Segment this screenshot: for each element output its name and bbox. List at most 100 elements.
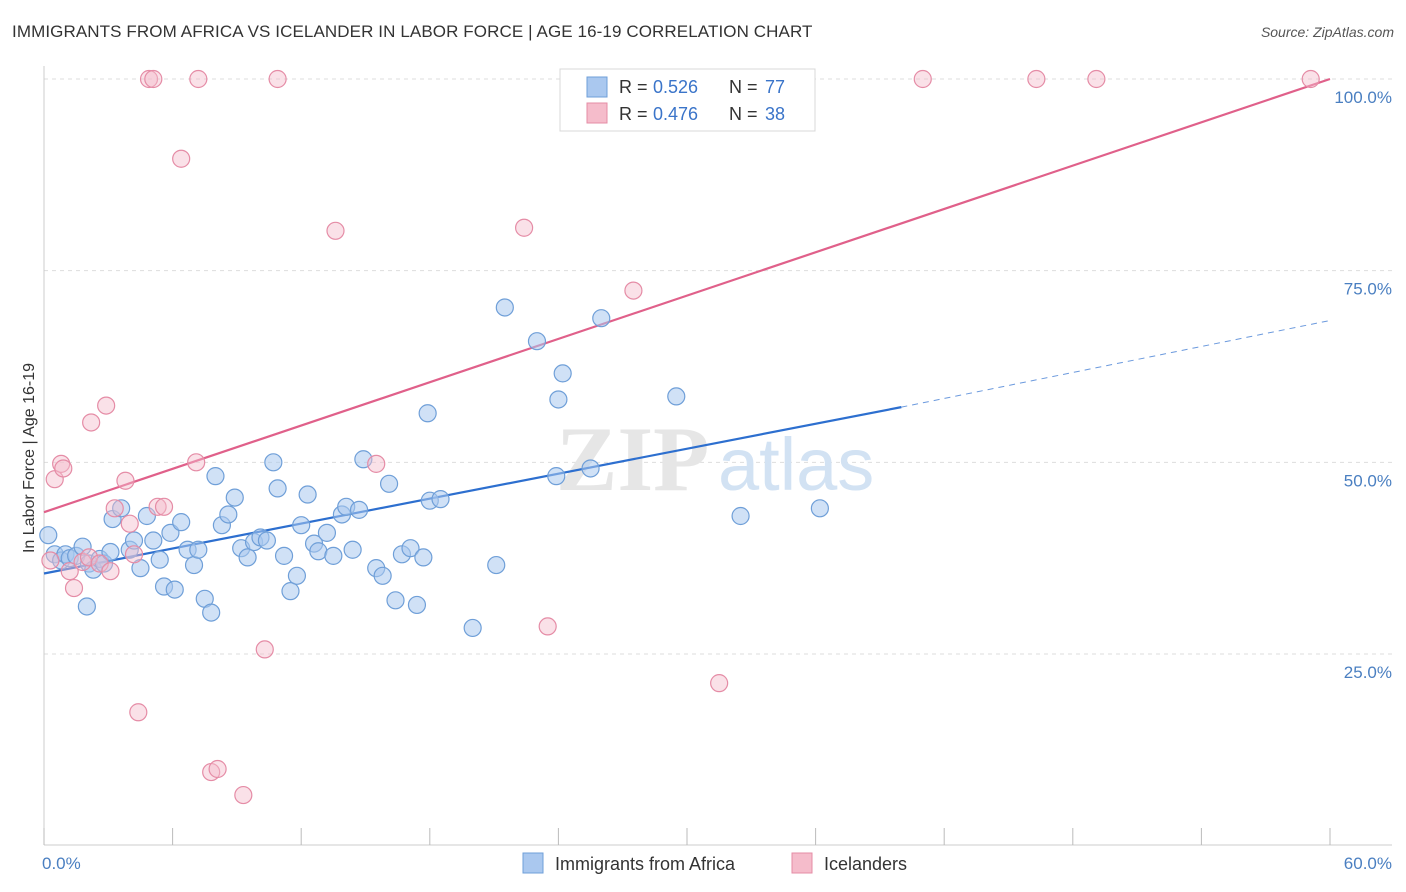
blue-point-53 <box>349 500 369 519</box>
blue-point-68 <box>495 298 514 317</box>
pink-point-3 <box>54 459 73 478</box>
blue-point-35 <box>238 548 257 567</box>
pink-point-28 <box>268 69 287 89</box>
watermark: ZIP atlas <box>556 408 874 510</box>
pink-point-14 <box>120 514 139 533</box>
blue-point-60 <box>401 539 420 558</box>
pink-point-23 <box>189 69 208 89</box>
blue-point-27 <box>189 540 208 559</box>
pink-point-26 <box>234 785 253 805</box>
legend-box: R = 0.526 N = 77 R = 0.476 N = 38 <box>559 68 816 132</box>
blue-point-67 <box>487 555 506 575</box>
watermark-atlas: atlas <box>718 423 874 506</box>
pink-point-5 <box>64 578 84 598</box>
blue-point-7 <box>77 597 96 616</box>
blue-point-40 <box>268 479 287 498</box>
blue-point-14 <box>112 499 131 518</box>
pink-point-8 <box>82 413 101 432</box>
pink-point-7 <box>79 548 99 567</box>
pink-point-34 <box>710 674 729 693</box>
blue-point-77 <box>810 499 829 518</box>
blue-point-26 <box>184 555 204 575</box>
blue-point-41 <box>274 546 294 565</box>
data-points <box>39 69 1320 805</box>
blue-point-29 <box>202 603 221 622</box>
pink-point-16 <box>129 703 148 722</box>
blue-point-42 <box>281 582 300 601</box>
blue-point-23 <box>165 580 184 599</box>
pink-point-38 <box>1301 69 1320 89</box>
blue-point-39 <box>264 453 283 472</box>
pink-point-21 <box>172 149 191 168</box>
grid-lines <box>44 78 1392 655</box>
y-tick-label-0: 100.0% <box>1334 88 1392 107</box>
blue-point-45 <box>298 485 317 504</box>
pink-point-36 <box>1027 69 1046 89</box>
blue-point-12 <box>101 542 120 562</box>
blue-point-56 <box>373 566 392 585</box>
bottom-legend-label-2: Icelanders <box>824 854 907 874</box>
blue-point-63 <box>418 404 437 423</box>
trend-line-blue-extension <box>901 320 1331 408</box>
pink-point-33 <box>624 281 643 300</box>
blue-point-47 <box>309 542 328 561</box>
blue-point-62 <box>414 548 433 567</box>
pink-point-12 <box>105 499 124 518</box>
blue-point-73 <box>581 459 600 478</box>
legend-swatch-pink <box>586 102 608 124</box>
blue-point-61 <box>407 595 427 615</box>
pink-point-22 <box>187 453 206 472</box>
legend-n-label-2: N = <box>729 104 758 124</box>
bottom-legend-swatch-pink <box>791 852 813 874</box>
pink-point-25 <box>208 759 227 779</box>
blue-point-19 <box>144 531 163 550</box>
bottom-legend-label-1: Immigrants from Africa <box>555 854 736 874</box>
legend-r-label-2: R = <box>619 104 648 124</box>
legend-r-value-1: 0.526 <box>653 77 698 97</box>
pink-point-30 <box>367 454 386 473</box>
trend-line-pink <box>43 77 1331 514</box>
blue-point-24 <box>172 513 191 532</box>
blue-point-48 <box>317 523 337 542</box>
legend-n-label-1: N = <box>729 77 758 97</box>
legend-n-value-2: 38 <box>765 104 785 124</box>
source-label: Source: ZipAtlas.com <box>1260 24 1394 40</box>
y-axis-label: In Labor Force | Age 16-19 <box>21 363 38 553</box>
legend-n-value-1: 77 <box>765 77 785 97</box>
legend-swatch-blue <box>586 76 608 98</box>
pink-point-31 <box>515 218 534 237</box>
blue-point-0 <box>39 526 58 545</box>
blue-point-57 <box>379 474 399 493</box>
pink-point-35 <box>913 69 932 89</box>
axes <box>43 66 1392 846</box>
blue-point-70 <box>547 467 566 486</box>
blue-point-72 <box>553 364 572 383</box>
blue-point-75 <box>667 387 686 406</box>
pink-point-17 <box>139 69 159 89</box>
pink-point-15 <box>124 545 144 564</box>
blue-point-71 <box>549 390 568 409</box>
blue-point-58 <box>386 591 405 610</box>
blue-point-52 <box>343 540 362 559</box>
blue-point-49 <box>324 546 343 565</box>
pink-point-29 <box>326 221 345 240</box>
x-tick-label-0: 0.0% <box>42 854 81 873</box>
pink-point-27 <box>255 640 274 659</box>
pink-point-32 <box>538 617 557 636</box>
y-tick-label-3: 25.0% <box>1344 663 1392 682</box>
y-tick-label-2: 50.0% <box>1344 471 1392 490</box>
pink-point-4 <box>60 562 79 581</box>
pink-point-18 <box>144 69 163 89</box>
blue-point-66 <box>463 618 482 638</box>
blue-point-43 <box>287 566 307 585</box>
blue-point-20 <box>150 550 169 569</box>
bottom-legend-swatch-blue <box>522 852 544 874</box>
blue-point-22 <box>161 523 180 542</box>
blue-point-76 <box>731 506 750 526</box>
blue-point-74 <box>592 309 611 328</box>
pink-point-13 <box>116 471 135 490</box>
y-tick-label-1: 75.0% <box>1344 280 1392 299</box>
blue-point-30 <box>206 467 225 486</box>
pink-point-20 <box>154 497 174 516</box>
